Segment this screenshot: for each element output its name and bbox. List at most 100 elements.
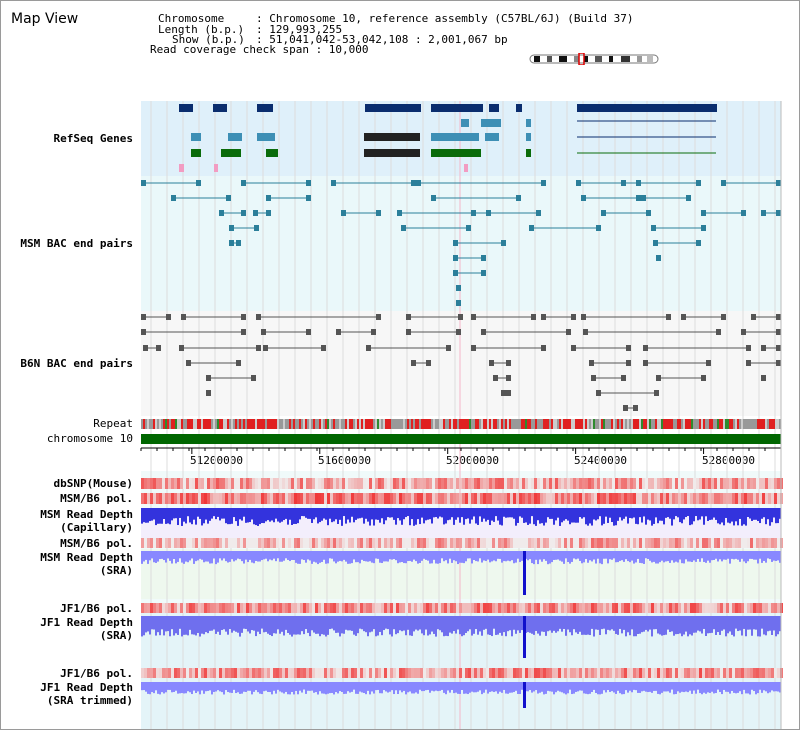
- jf1-b6-pol-strip-2: [222, 668, 225, 678]
- jf1-trim-depth-bar: [649, 682, 651, 692]
- msm-b6-pol-strip: [426, 493, 429, 504]
- jf1-b6-pol-strip-2: [471, 668, 474, 678]
- jf1-b6-pol-strip: [375, 603, 378, 613]
- jf1-sra-depth-bar: [153, 616, 155, 630]
- jf1-b6-pol-strip: [588, 603, 591, 613]
- jf1-sra-depth-bar: [343, 616, 345, 634]
- msm-capillary-depth-bar: [745, 508, 747, 526]
- jf1-trim-depth-bar: [423, 682, 425, 692]
- jf1-b6-pol-strip-2: [555, 668, 558, 678]
- dbsnp-strip: [453, 478, 456, 489]
- jf1-b6-pol-strip-2: [306, 668, 309, 678]
- jf1-trim-depth-bar: [359, 682, 361, 692]
- msm-read-depth-sra-label[interactable]: MSM Read Depth: [40, 551, 133, 564]
- msm-capillary-depth-bar: [177, 508, 179, 526]
- jf1-trim-depth-bar: [499, 682, 501, 692]
- msm-capillary-depth-bar: [289, 508, 291, 520]
- msm-b6-pol-strip-2: [264, 538, 267, 548]
- refseq-genes-label[interactable]: RefSeq Genes: [53, 132, 133, 145]
- msm-sra-depth-bar: [233, 551, 235, 562]
- jf1-b6-pol-strip: [459, 603, 462, 613]
- msm-b6-pol-label-2[interactable]: MSM/B6 pol.: [60, 537, 133, 550]
- dbsnp-strip: [528, 478, 531, 489]
- msm-read-depth-capillary-label[interactable]: MSM Read Depth: [40, 508, 133, 521]
- b6n-bac-pair-end: [776, 345, 781, 351]
- jf1-b6-pol-strip: [441, 603, 444, 613]
- msm-sra-depth-bar: [761, 551, 763, 563]
- jf1-trim-depth-bar: [269, 682, 271, 693]
- jf1-sra-depth-bar: [497, 616, 499, 635]
- jf1-b6-pol-strip-2: [309, 668, 312, 678]
- msm-capillary-depth-bar: [357, 508, 359, 519]
- msm-capillary-depth-bar: [459, 508, 461, 523]
- msm-capillary-depth-bar: [255, 508, 257, 526]
- b6n-bac-end-pairs-label[interactable]: B6N BAC end pairs: [20, 357, 133, 370]
- jf1-trim-depth-bar: [719, 682, 721, 692]
- msm-capillary-depth-bar: [211, 508, 213, 519]
- jf1-sra-depth-bar: [149, 616, 151, 635]
- msm-b6-pol-strip-2: [426, 538, 429, 548]
- jf1-trim-depth-bar: [399, 682, 401, 691]
- msm-bac-end-pairs-label[interactable]: MSM BAC end pairs: [20, 237, 133, 250]
- jf1-sra-depth-bar: [621, 616, 623, 634]
- repeat-segment: [199, 419, 201, 429]
- jf1-trim-depth-bar: [665, 682, 667, 692]
- msm-capillary-depth-bar: [277, 508, 279, 522]
- msm-capillary-depth-bar: [743, 508, 745, 525]
- jf1-sra-depth-bar: [673, 616, 675, 636]
- repeat-segment: [353, 419, 355, 429]
- msm-sra-depth-bar: [421, 551, 423, 561]
- msm-bac-pair-end: [596, 225, 601, 231]
- repeat-segment: [205, 419, 207, 429]
- jf1-sra-depth-bar: [361, 616, 363, 630]
- jf1-trim-depth-bar: [623, 682, 625, 695]
- dbsnp-strip: [729, 478, 732, 489]
- msm-b6-pol-strip: [303, 493, 306, 504]
- msm-sra-depth-bar: [689, 551, 691, 562]
- jf1-read-depth-trimmed-label[interactable]: JF1 Read Depth: [40, 681, 133, 694]
- chromosome-key: Chromosome: [158, 12, 225, 25]
- jf1-b6-pol-strip-2: [450, 668, 453, 678]
- dbsnp-strip: [459, 478, 462, 489]
- jf1-b6-pol-strip-2: [411, 668, 414, 678]
- msm-sra-depth-bar: [409, 551, 411, 561]
- chromosome-ideogram[interactable]: [529, 53, 661, 65]
- jf1-trim-depth-bar: [615, 682, 617, 694]
- msm-sra-depth-bar: [313, 551, 315, 562]
- repeat-label[interactable]: Repeat: [93, 417, 133, 430]
- jf1-b6-pol-strip: [270, 603, 273, 613]
- repeat-segment: [185, 419, 187, 429]
- msm-sra-depth-bar: [631, 551, 633, 561]
- jf1-b6-pol-label[interactable]: JF1/B6 pol.: [60, 602, 133, 615]
- msm-sra-depth-bar: [561, 551, 563, 562]
- jf1-b6-pol-strip: [756, 603, 759, 613]
- jf1-sra-depth-bar: [415, 616, 417, 630]
- repeat-segment: [569, 419, 571, 429]
- repeat-segment: [437, 419, 439, 429]
- chromosome-label[interactable]: chromosome 10: [46, 432, 133, 445]
- jf1-b6-pol-strip-2: [657, 668, 660, 678]
- jf1-read-depth-sra-label[interactable]: JF1 Read Depth: [40, 616, 133, 629]
- jf1-sra-depth-bar: [663, 616, 665, 636]
- repeat-segment: [481, 419, 483, 429]
- dbsnp-label[interactable]: dbSNP(Mouse): [53, 477, 133, 490]
- jf1-trim-depth-bar: [547, 682, 549, 691]
- repeat-segment: [489, 419, 491, 429]
- jf1-b6-pol-strip: [480, 603, 483, 613]
- jf1-b6-pol-strip: [180, 603, 183, 613]
- msm-b6-pol-strip-2: [576, 538, 579, 548]
- repeat-segment: [555, 419, 557, 429]
- msm-capillary-depth-bar: [779, 508, 781, 519]
- dbsnp-strip: [315, 478, 318, 489]
- repeat-segment: [255, 419, 257, 429]
- msm-b6-pol-label[interactable]: MSM/B6 pol.: [60, 492, 133, 505]
- msm-b6-pol-strip-2: [651, 538, 654, 548]
- jf1-trim-depth-bar: [747, 682, 749, 694]
- repeat-segment: [307, 419, 309, 429]
- msm-sra-depth-bar: [493, 551, 495, 561]
- msm-b6-pol-strip: [213, 493, 216, 504]
- jf1-trim-depth-bar: [755, 682, 757, 695]
- jf1-b6-pol-label-2[interactable]: JF1/B6 pol.: [60, 667, 133, 680]
- repeat-segment: [519, 419, 521, 429]
